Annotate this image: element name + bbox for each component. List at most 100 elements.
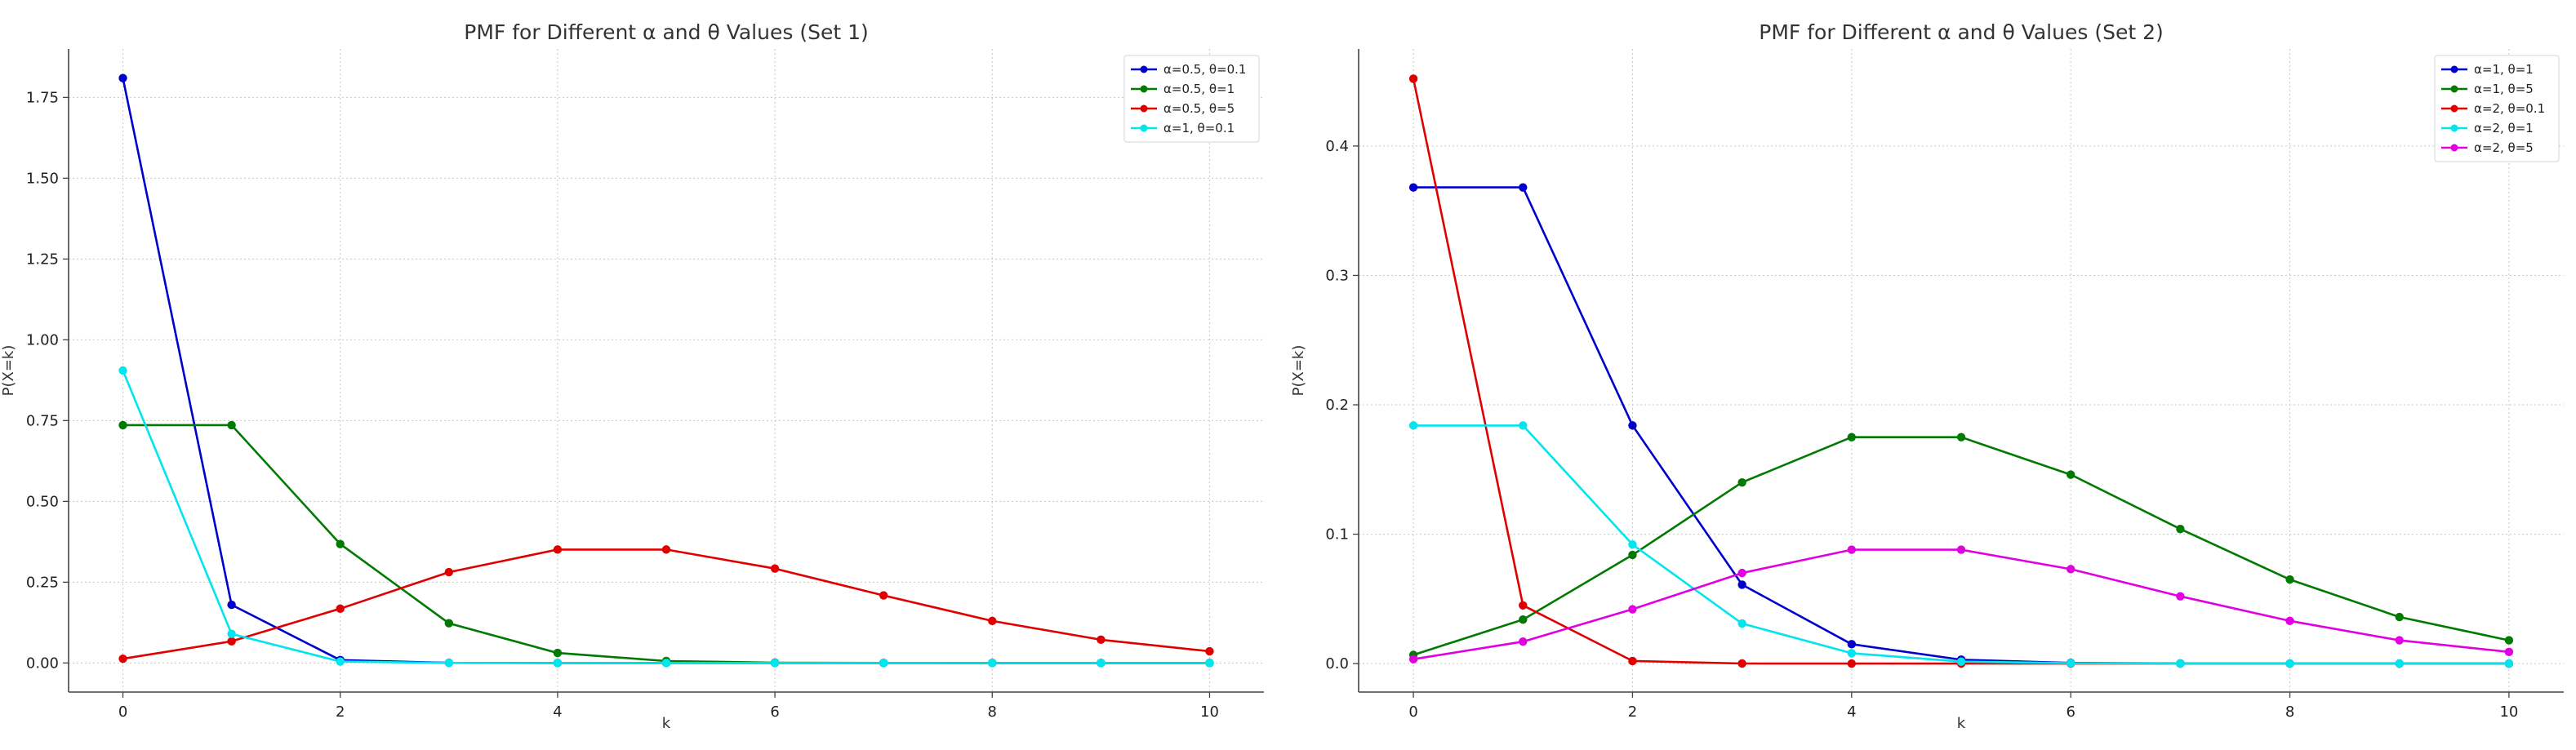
data-point — [661, 659, 671, 668]
x-axis-label: k — [1957, 715, 1966, 732]
data-point — [1205, 659, 1214, 668]
data-point — [1519, 601, 1528, 610]
data-point — [1628, 605, 1637, 614]
data-point — [1408, 183, 1418, 192]
data-point — [1519, 637, 1528, 646]
legend-label: α=0.5, θ=5 — [1163, 101, 1235, 116]
chart-title: PMF for Different α and θ Values (Set 1) — [464, 20, 868, 44]
series-line — [1413, 548, 2510, 660]
data-point — [118, 420, 127, 430]
data-point — [1847, 433, 1857, 442]
data-point — [2395, 659, 2404, 668]
data-point — [1847, 659, 1857, 668]
data-point — [2285, 616, 2294, 625]
legend-box — [2434, 55, 2560, 162]
series-line — [122, 424, 1210, 664]
data-point — [336, 539, 345, 548]
legend-box — [1123, 55, 1260, 143]
data-point — [2395, 636, 2404, 645]
data-point — [118, 73, 127, 82]
data-point — [1628, 550, 1637, 560]
legend-label: α=0.5, θ=1 — [1163, 82, 1235, 96]
legend-label: α=1, θ=5 — [2474, 82, 2534, 96]
data-point — [1847, 649, 1857, 658]
data-point — [1519, 183, 1528, 192]
legend-label: α=0.5, θ=0.1 — [1163, 62, 1246, 77]
y-tick-label: 0.0 — [1325, 655, 1349, 672]
data-point — [1847, 640, 1857, 649]
data-point — [227, 637, 236, 646]
data-point — [1956, 657, 1966, 666]
data-point — [227, 420, 236, 430]
x-tick-label: 0 — [118, 703, 127, 721]
y-tick-label: 0.25 — [26, 574, 59, 591]
y-axis-label: P(X=k) — [1290, 345, 1307, 397]
data-point — [1628, 421, 1637, 430]
data-point — [1737, 580, 1746, 589]
data-point — [336, 657, 345, 666]
chart-title: PMF for Different α and θ Values (Set 2) — [1759, 20, 2163, 44]
legend-marker-swatch — [1140, 124, 1148, 132]
data-point — [553, 545, 563, 554]
data-point — [1519, 615, 1528, 624]
data-point — [988, 616, 997, 626]
data-point — [1519, 421, 1528, 430]
data-point — [2066, 565, 2075, 574]
y-tick-label: 0.50 — [26, 493, 59, 510]
y-axis-label: P(X=k) — [0, 345, 17, 397]
data-point — [1956, 545, 1966, 554]
legend-label: α=1, θ=0.1 — [1163, 121, 1235, 135]
x-tick-label: 10 — [1200, 703, 1219, 721]
data-point — [118, 366, 127, 375]
chart-set-1: 0 2 4 6 8 10 0.00 0.25 0.50 0.75 1.00 1.25 1.50 1.75 P… — [0, 20, 1264, 732]
data-point — [2176, 659, 2185, 668]
data-point — [879, 591, 888, 600]
data-point — [553, 659, 563, 668]
series-line — [1413, 186, 2509, 665]
data-point — [227, 629, 236, 638]
y-tick-label: 0.1 — [1325, 526, 1349, 544]
chart-set-2: 0 2 4 6 8 10 0.0 0.1 0.2 0.3 0.4 PMF for Different … — [1290, 20, 2564, 732]
legend-marker-swatch — [2450, 124, 2458, 132]
x-tick-label: 6 — [770, 703, 779, 721]
data-point — [988, 659, 997, 668]
data-point — [2504, 647, 2514, 657]
data-point — [2066, 470, 2075, 479]
data-point — [1737, 568, 1746, 578]
data-point — [1408, 74, 1418, 83]
data-point — [553, 648, 563, 658]
series-line — [1412, 78, 2509, 665]
x-tick-label: 8 — [988, 703, 997, 721]
x-tick-label: 2 — [1628, 703, 1637, 721]
data-point — [661, 545, 671, 554]
x-tick-label: 2 — [336, 703, 345, 721]
data-point — [118, 655, 127, 663]
y-tick-label: 1.75 — [26, 89, 59, 106]
series-line — [1413, 424, 2509, 665]
data-point — [227, 600, 236, 610]
x-tick-label: 10 — [2499, 703, 2518, 721]
y-tick-label: 1.00 — [26, 331, 59, 348]
y-tick-label: 0.2 — [1325, 397, 1349, 414]
data-point — [1097, 659, 1106, 668]
y-tick-label: 1.50 — [26, 170, 59, 187]
data-point — [1737, 659, 1746, 668]
legend-marker-swatch — [2450, 85, 2458, 93]
data-point — [1737, 477, 1746, 487]
data-point — [2395, 612, 2404, 622]
data-point — [1628, 540, 1637, 549]
data-point — [1408, 655, 1418, 663]
legend-label: α=1, θ=1 — [2474, 62, 2534, 77]
data-point — [1097, 635, 1106, 645]
data-point — [1956, 433, 1966, 442]
data-point — [336, 604, 345, 614]
data-point — [2285, 659, 2294, 668]
series-line — [122, 548, 1210, 660]
data-point — [879, 659, 888, 668]
data-point — [2504, 659, 2514, 668]
legend-marker-swatch — [2450, 65, 2458, 73]
y-tick-label: 0.75 — [26, 412, 59, 429]
y-tick-label: 0.4 — [1325, 138, 1349, 155]
x-tick-label: 4 — [553, 703, 562, 721]
